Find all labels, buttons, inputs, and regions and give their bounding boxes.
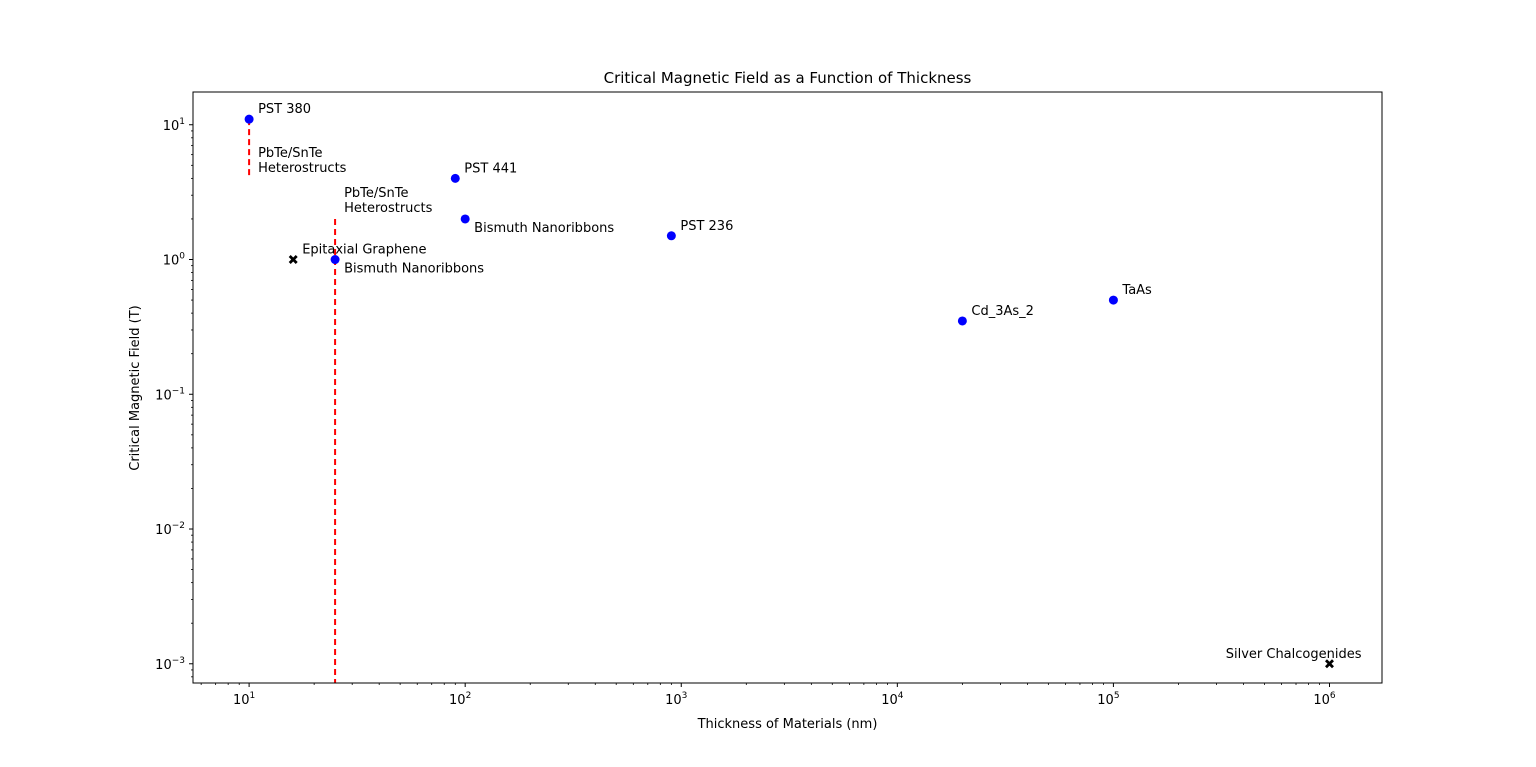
point-label: PST 380 bbox=[258, 102, 311, 117]
y-tick-label: 100 bbox=[163, 252, 186, 269]
data-point bbox=[666, 231, 676, 241]
x-axis-ticks: 101 102 103 104 105 106 bbox=[200, 683, 1336, 708]
vline-label: PbTe/SnTe bbox=[344, 186, 408, 201]
point-label: Cd_3As_2 bbox=[971, 304, 1034, 319]
x-axis-label: Thickness of Materials (nm) bbox=[697, 717, 878, 732]
data-point bbox=[460, 214, 470, 224]
x-tick-label: 106 bbox=[1313, 691, 1336, 708]
reference-lines bbox=[248, 119, 337, 683]
y-tick-label: 101 bbox=[163, 117, 185, 134]
y-axis-ticks: 10−3 10−2 10−1 100 101 bbox=[155, 117, 193, 678]
point-label: TaAs bbox=[1121, 283, 1152, 298]
x-tick-label: 103 bbox=[665, 691, 687, 708]
chart-title: Critical Magnetic Field as a Function of… bbox=[604, 69, 972, 87]
x-tick-label: 105 bbox=[1097, 691, 1119, 708]
y-axis-label: Critical Magnetic Field (T) bbox=[128, 305, 143, 470]
data-point bbox=[244, 114, 254, 124]
point-labels: PbTe/SnTeHeterostructsPbTe/SnTeHeterostr… bbox=[258, 102, 1362, 662]
point-label: Bismuth Nanoribbons bbox=[474, 221, 614, 236]
y-tick-label: 10−2 bbox=[155, 521, 185, 538]
data-point-x bbox=[288, 255, 298, 264]
data-point bbox=[957, 316, 967, 326]
point-label: PST 441 bbox=[464, 161, 517, 176]
point-label: PST 236 bbox=[680, 219, 733, 234]
x-tick-label: 102 bbox=[449, 691, 471, 708]
x-tick-label: 101 bbox=[233, 691, 255, 708]
y-tick-label: 10−3 bbox=[155, 656, 185, 673]
point-label: Epitaxial Graphene bbox=[302, 243, 426, 258]
plot-area-frame bbox=[192, 91, 1383, 684]
vline-label: PbTe/SnTe bbox=[258, 146, 322, 161]
data-point bbox=[330, 255, 340, 265]
x-tick-label: 104 bbox=[881, 691, 904, 708]
vline-label-line2: Heterostructs bbox=[258, 161, 347, 176]
data-point-x bbox=[1324, 659, 1334, 669]
vline-label-line2: Heterostructs bbox=[344, 201, 433, 216]
data-point bbox=[1108, 295, 1118, 305]
point-label: Bismuth Nanoribbons bbox=[344, 262, 484, 277]
point-label: Silver Chalcogenides bbox=[1226, 647, 1362, 662]
data-points bbox=[244, 114, 1334, 669]
data-point bbox=[450, 173, 460, 183]
y-tick-label: 10−1 bbox=[155, 386, 185, 403]
